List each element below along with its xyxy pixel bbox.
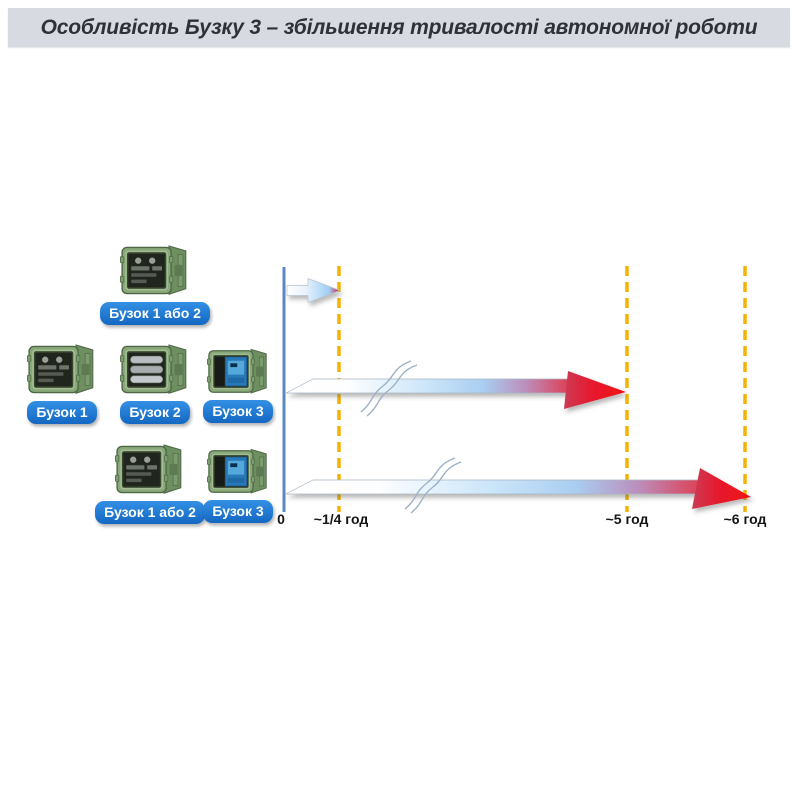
- unit-label: Бузок 3: [203, 500, 273, 523]
- unit-group-bottom-1: Бузок 1 або 2: [92, 440, 208, 524]
- guide-lines: [337, 266, 747, 512]
- unit-group-buzok3: Бузок 3: [203, 345, 273, 423]
- rugged-case-icon: [207, 445, 270, 498]
- axis-break-icon: [360, 360, 418, 417]
- unit-label: Бузок 1 або 2: [95, 501, 205, 524]
- unit-label: Бузок 3: [203, 400, 273, 423]
- unit-group-bottom-2: Бузок 3: [203, 445, 273, 523]
- unit-group-buzok2: Бузок 2: [111, 340, 199, 424]
- rugged-case-icon: [120, 340, 190, 399]
- rugged-case-icon: [207, 345, 270, 398]
- duration-arrow-quarter-hour: [286, 277, 341, 304]
- unit-label: Бузок 2: [120, 401, 190, 424]
- rugged-case-icon: [115, 440, 185, 499]
- rugged-case-icon: [120, 241, 190, 300]
- unit-label: Бузок 1: [27, 401, 97, 424]
- slide-title: Особливість Бузку 3 – збільшення тривало…: [40, 15, 758, 39]
- unit-group-buzok1: Бузок 1: [18, 340, 106, 424]
- tick-label-5-hours: ~5 год: [605, 511, 649, 527]
- tick-label-6-hours: ~6 год: [723, 511, 767, 527]
- axis-break-icon: [404, 457, 462, 514]
- tick-label-0: 0: [277, 511, 285, 527]
- duration-arrow-5-hours: [285, 371, 626, 409]
- tick-label-quarter-hour: ~1/4 год: [313, 511, 369, 527]
- duration-arrow-6-hours: [285, 468, 751, 509]
- unit-label: Бузок 1 або 2: [100, 302, 210, 325]
- unit-group-top: Бузок 1 або 2: [97, 241, 213, 325]
- rugged-case-icon: [27, 340, 97, 399]
- title-bar: Особливість Бузку 3 – збільшення тривало…: [8, 8, 790, 47]
